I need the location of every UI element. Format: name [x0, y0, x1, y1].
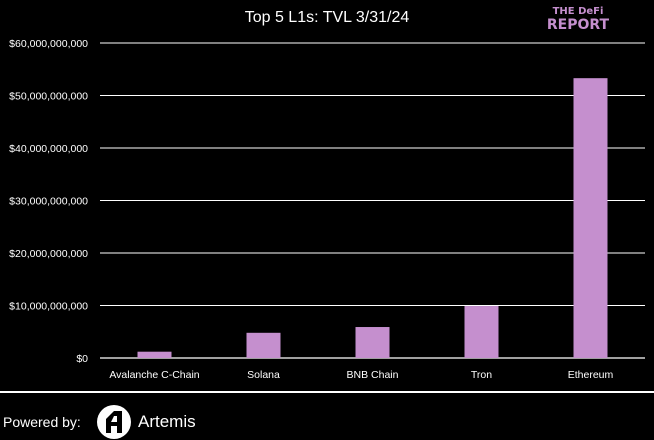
y-tick-label: $50,000,000,000: [9, 91, 88, 103]
bars: [137, 78, 608, 359]
y-tick-label: $20,000,000,000: [9, 248, 88, 260]
bar-tron: [464, 306, 499, 358]
x-tick-label: Tron: [471, 369, 492, 381]
x-tick-label: Solana: [247, 369, 280, 381]
logo-line2: REPORT: [547, 17, 610, 33]
y-axis-ticks: $0 $10,000,000,000 $20,000,000,000 $30,000,…: [9, 38, 88, 365]
x-tick-label: Avalanche C-Chain: [109, 369, 199, 381]
x-tick-label: BNB Chain: [347, 369, 399, 381]
artemis-brand-name: Artemis: [138, 412, 196, 431]
footer-divider: [0, 391, 654, 393]
x-tick-label: Ethereum: [568, 369, 614, 381]
powered-by-label: Powered by:: [3, 414, 81, 430]
y-tick-label: $40,000,000,000: [9, 143, 88, 155]
y-tick-label: $10,000,000,000: [9, 301, 88, 313]
chart-title: Top 5 L1s: TVL 3/31/24: [245, 9, 410, 26]
defi-report-logo: THE DeFi REPORT: [547, 6, 610, 33]
bar-ethereum: [573, 78, 608, 359]
artemis-logo-icon: [97, 405, 131, 439]
y-tick-label: $30,000,000,000: [9, 196, 88, 208]
bar-avalanche-c-chain: [137, 351, 172, 358]
bar-bnb-chain: [355, 327, 390, 358]
x-axis-ticks: Avalanche C-Chain Solana BNB Chain Tron Ethe…: [109, 369, 613, 381]
grid: [100, 42, 645, 359]
y-tick-label: $0: [76, 353, 88, 365]
bar-solana: [246, 332, 281, 358]
y-tick-label: $60,000,000,000: [9, 38, 88, 50]
bar-chart: Top 5 L1s: TVL 3/31/24 THE DeFi REPORT $…: [9, 6, 645, 381]
logo-line1: THE DeFi: [553, 6, 604, 17]
